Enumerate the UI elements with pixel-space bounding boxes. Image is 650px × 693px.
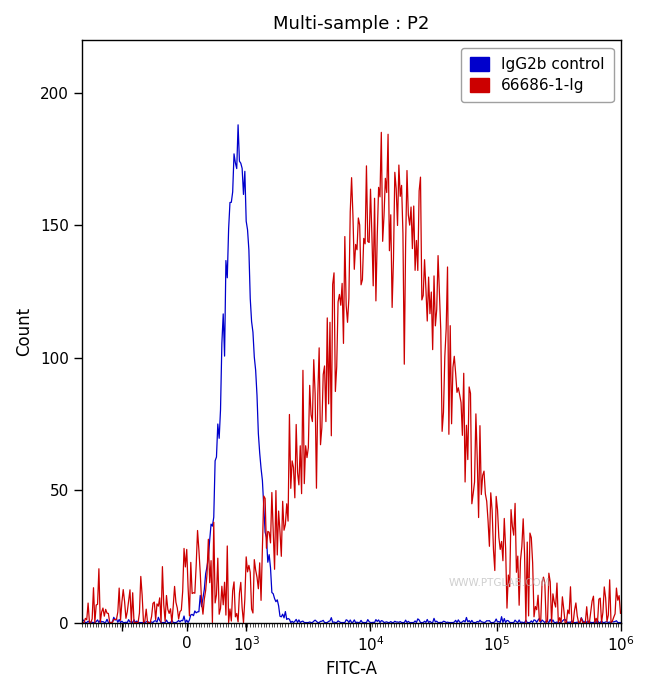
Legend: IgG2b control, 66686-1-Ig: IgG2b control, 66686-1-Ig bbox=[461, 48, 614, 103]
IgG2b control bbox=[244, 226, 252, 234]
66686-1-Ig bbox=[91, 618, 99, 626]
66686-1-Ig bbox=[105, 609, 112, 617]
X-axis label: FITC-A: FITC-A bbox=[326, 660, 378, 678]
66686-1-Ig bbox=[241, 595, 249, 604]
66686-1-Ig bbox=[378, 128, 385, 137]
66686-1-Ig bbox=[573, 612, 581, 620]
Text: WWW.PTGLAB.COM: WWW.PTGLAB.COM bbox=[448, 577, 551, 588]
IgG2b control bbox=[81, 618, 89, 626]
Line: 66686-1-Ig: 66686-1-Ig bbox=[83, 132, 621, 622]
IgG2b control bbox=[234, 121, 242, 129]
66686-1-Ig bbox=[504, 571, 512, 579]
66686-1-Ig bbox=[617, 609, 625, 617]
66686-1-Ig bbox=[79, 618, 86, 626]
Line: IgG2b control: IgG2b control bbox=[83, 125, 621, 622]
IgG2b control bbox=[506, 618, 514, 626]
IgG2b control bbox=[617, 618, 625, 626]
IgG2b control bbox=[190, 611, 198, 620]
IgG2b control bbox=[106, 618, 114, 626]
Y-axis label: Count: Count bbox=[15, 307, 33, 356]
Title: Multi-sample : P2: Multi-sample : P2 bbox=[274, 15, 430, 33]
66686-1-Ig bbox=[188, 589, 196, 597]
IgG2b control bbox=[575, 618, 582, 626]
IgG2b control bbox=[79, 615, 86, 624]
IgG2b control bbox=[92, 617, 100, 626]
